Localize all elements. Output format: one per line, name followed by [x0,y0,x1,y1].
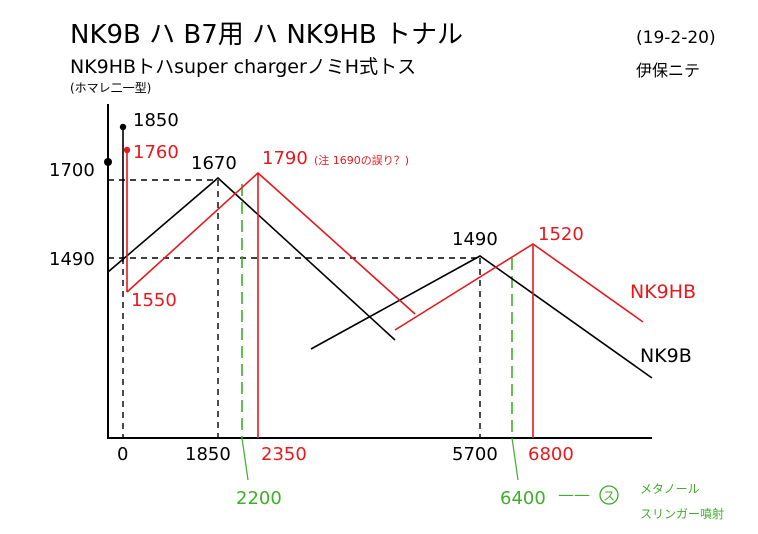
x-tick-2200: 2200 [236,488,282,509]
circle-mark [599,485,619,505]
label-1790-note: (注 1690の誤り？) [314,153,409,167]
x-tick-0: 0 [117,444,128,465]
label-1850-top: 1850 [133,110,179,131]
nk9hb-gear2-line [394,243,644,331]
circle-mark-label: ス [603,489,615,503]
date-label: (19-2-20) [636,28,716,48]
x-tick-2350: 2350 [261,444,307,465]
label-1790: 1790 [262,148,308,169]
injection-label-1: メタノール [640,482,700,496]
label-1490-peak: 1490 [452,229,498,250]
label-1520: 1520 [538,224,584,245]
tick-2200 [241,437,249,481]
y-tick-1490: 1490 [49,249,95,270]
y-tick-1700: 1700 [49,160,95,181]
x-tick-6400: 6400 [500,488,546,509]
label-1550: 1550 [131,290,177,311]
series-label-nk9hb: NK9HB [630,281,696,303]
author-label: 伊保ニテ [636,61,701,80]
nk9hb-1760-dot [123,146,131,154]
nk9b-gear1-line [107,176,396,341]
label-1670: 1670 [191,153,237,174]
page-subtitle: NK9HBトハsuper chargerノミH式トス [70,56,417,78]
nk9b-gear2-line [310,255,653,379]
x-tick-5700: 5700 [452,444,498,465]
page-title: NK9B ハ B7用 ハ NK9HB トナル [70,20,464,50]
dash-separator: —— [558,485,590,504]
label-1760: 1760 [133,142,179,163]
nk9b-1850-dot [119,123,127,131]
injection-label-2: スリンガー噴射 [640,506,724,521]
x-tick-1850: 1850 [185,444,231,465]
tick-6400 [511,437,519,481]
y1700-dot [104,158,112,166]
x-tick-6800: 6800 [528,444,574,465]
series-label-nk9b: NK9B [640,345,692,367]
engine-note: (ホマレ二一型) [70,81,152,95]
